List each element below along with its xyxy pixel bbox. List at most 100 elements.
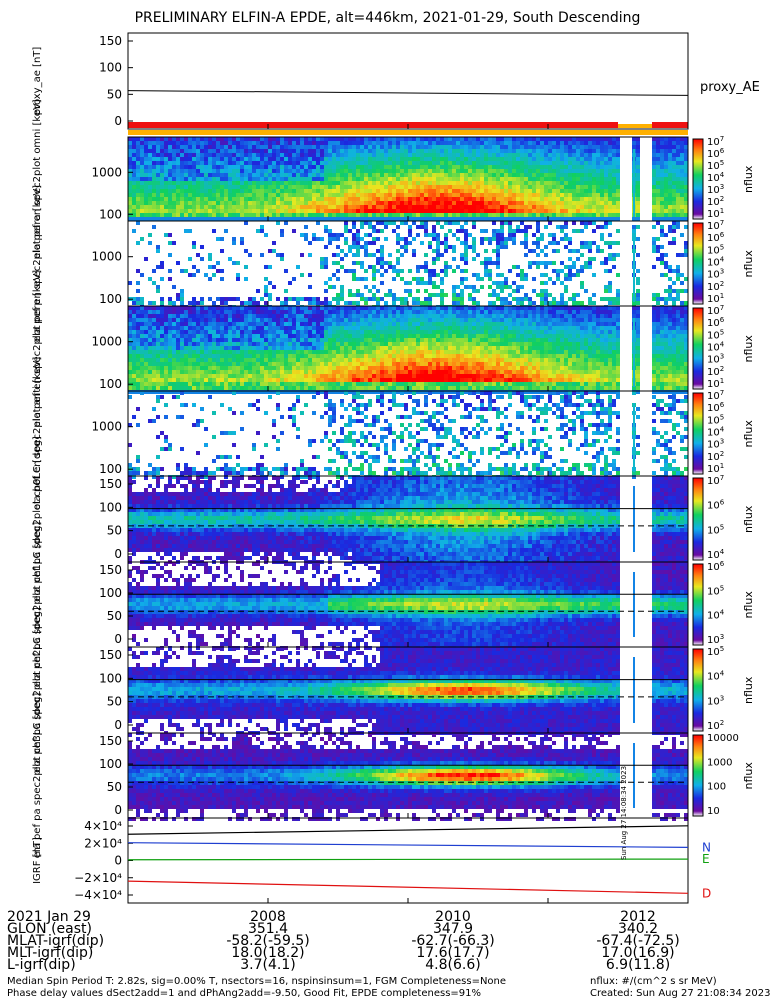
y-axis-label: ela pef en spec2plot anti [keV] <box>32 357 43 511</box>
colorbar-tick: 102 <box>707 719 724 732</box>
colorbar-label: nflux <box>742 250 755 278</box>
y-axis-label: ela pef pa spec2plot ch2LC [deg] <box>32 607 43 773</box>
igrf-legend-D: D <box>702 886 711 900</box>
y-tick-label: 100 <box>99 377 122 391</box>
colorbar-tick: 107 <box>707 219 724 232</box>
mlt-2010: 17.6(17.7) <box>416 945 490 961</box>
colorbar-tick: 105 <box>707 584 724 597</box>
colorbar <box>692 477 704 561</box>
colorbar-tick: 105 <box>707 523 724 536</box>
colorbar-tick: 105 <box>707 645 724 658</box>
row-label-l: L-igrf(dip) <box>7 957 76 973</box>
y-tick-label: 1000 <box>91 335 122 349</box>
footer-left-1: Median Spin Period T: 2.82s, sig=0.00% T… <box>7 976 507 987</box>
tick-2012: 2012 <box>620 909 656 925</box>
y-tick-label: 100 <box>99 671 122 685</box>
colorbar-tick: 106 <box>707 499 725 512</box>
colorbar-label: nflux <box>742 165 755 193</box>
igrf-legend-N: N <box>702 840 711 854</box>
colorbar <box>692 563 704 646</box>
y-tick-label: 1000 <box>91 420 122 434</box>
colorbar-tick: 103 <box>707 694 724 707</box>
y-tick-label: 50 <box>107 609 122 623</box>
y-tick-label: 100 <box>99 61 122 75</box>
proxy-ae-legend: proxy_AE <box>700 80 760 95</box>
colorbar-tick: 104 <box>707 256 725 269</box>
y-tick-label: 1000 <box>91 165 122 179</box>
colorbar-tick: 102 <box>707 280 724 293</box>
colorbar-label: nflux <box>742 335 755 363</box>
colorbar-tick: 105 <box>707 328 724 341</box>
colorbar-tick: 107 <box>707 304 724 317</box>
l-2008: 3.7(4.1) <box>240 957 296 973</box>
panel-frame <box>127 817 689 904</box>
y-tick-label: 100 <box>99 500 122 514</box>
colorbar-label: nflux <box>742 762 755 790</box>
y-axis-label: ela pef pa spec2plot ch0LC [deg] <box>32 436 43 602</box>
colorbar-label: nflux <box>742 505 755 533</box>
panel-frame <box>127 32 689 130</box>
figure-title: PRELIMINARY ELFIN-A EPDE, alt=446km, 202… <box>134 10 641 26</box>
colorbar-tick: 103 <box>707 268 724 281</box>
y-tick-label: 150 <box>99 734 122 748</box>
y-tick-label: 150 <box>99 563 122 577</box>
y-tick-label: 100 <box>99 462 122 476</box>
footer-right-2: Created: Sun Aug 27 21:08:34 2023 <box>590 988 771 999</box>
colorbar-tick: 106 <box>707 231 725 244</box>
colorbar <box>692 138 704 220</box>
tick-2010: 2010 <box>435 909 471 925</box>
y-tick-label: 50 <box>107 87 122 101</box>
y-tick-label: −2×10⁴ <box>74 871 122 885</box>
l-2012: 6.9(11.8) <box>605 957 671 973</box>
y-tick-label: 100 <box>99 292 122 306</box>
colorbar-tick: 104 <box>707 609 725 622</box>
igrf-line-D <box>127 880 689 894</box>
y-tick-label: 150 <box>99 648 122 662</box>
colorbar-tick: 106 <box>707 560 725 573</box>
y-tick-label: 2×10⁴ <box>84 836 122 850</box>
quality-bar-orange <box>618 124 652 128</box>
mlt-2012: 17.0(16.9) <box>601 945 675 961</box>
y-tick-label: 50 <box>107 695 122 709</box>
mlat-2010: -62.7(-66.3) <box>411 933 495 949</box>
footer-right-1: nflux: #/(cm^2 s sr MeV) <box>590 976 717 987</box>
y-axis-label: ela pef en spec2plot para [keV] <box>32 185 43 342</box>
y-tick-label: 0 <box>114 854 122 868</box>
y-tick-label: 50 <box>107 780 122 794</box>
y-tick-label: 100 <box>99 586 122 600</box>
colorbar-tick: 100 <box>707 782 726 793</box>
colorbar-tick: 103 <box>707 438 724 451</box>
y-tick-label: 4×10⁴ <box>84 819 122 833</box>
footer-left-2: Phase delay values dSect2add=1 and dPhAn… <box>7 988 482 999</box>
colorbar <box>692 648 704 732</box>
y-axis-label: ela pef en spec2plot perp [keV] <box>32 270 43 427</box>
y-axis-label: IGRF [nT] <box>32 837 43 884</box>
colorbar-tick: 10 <box>707 806 720 817</box>
colorbar-tick: 1000 <box>707 757 732 768</box>
y-tick-label: 100 <box>99 757 122 771</box>
colorbar-label: nflux <box>742 591 755 619</box>
colorbar-tick: 104 <box>707 670 725 683</box>
row-label-date: 2021 Jan 29 <box>7 909 91 925</box>
tick-2008: 2008 <box>250 909 286 925</box>
row-label-mlat: MLAT-igrf(dip) <box>7 933 105 949</box>
igrf-legend-E: E <box>702 852 710 866</box>
colorbar <box>692 734 704 817</box>
colorbar-tick: 102 <box>707 365 724 378</box>
colorbar-label: nflux <box>742 676 755 704</box>
colorbar-tick: 102 <box>707 450 724 463</box>
colorbar-label: nflux <box>742 420 755 448</box>
colorbar-tick: 104 <box>707 341 725 354</box>
glon-2012: 340.2 <box>617 921 659 937</box>
colorbar <box>692 307 704 390</box>
colorbar-tick: 103 <box>707 353 724 366</box>
y-tick-label: 0 <box>114 632 122 646</box>
y-axis-label: ela pef pa spec2plot ch1LC [deg] <box>32 522 43 688</box>
l-2010: 4.8(6.6) <box>425 957 481 973</box>
mlat-2008: -58.2(-59.5) <box>226 933 310 949</box>
glon-2010: 347.9 <box>432 921 474 937</box>
quality-bar-orange <box>128 130 688 135</box>
side-timestamp: Sun Aug 27 14:08:34 2023 <box>620 765 628 860</box>
y-tick-label: 0 <box>114 718 122 732</box>
